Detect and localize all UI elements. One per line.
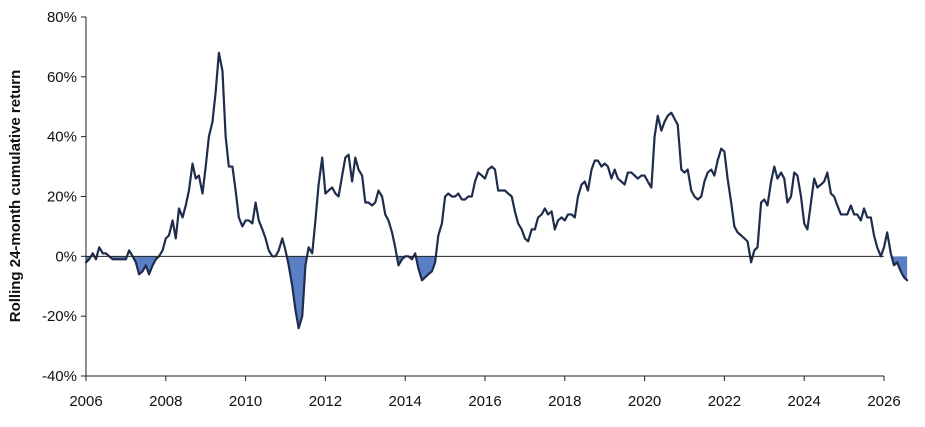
negative-return-areas <box>86 256 908 329</box>
y-axis-label: Rolling 24-month cumulative return <box>7 70 24 323</box>
x-tick-label: 2016 <box>468 393 501 410</box>
x-tick-label: 2006 <box>69 393 102 410</box>
x-tick-label: 2022 <box>708 393 741 410</box>
x-tick-label: 2018 <box>548 393 581 410</box>
x-tick-label: 2026 <box>867 393 900 410</box>
y-axis-ticks: -40% -20% 0% 20% 40% 60% 80% <box>42 9 86 385</box>
x-tick-label: 2020 <box>628 393 661 410</box>
y-tick-label: 20% <box>47 189 77 206</box>
x-tick-label: 2008 <box>149 393 182 410</box>
x-tick-label: 2024 <box>788 393 821 410</box>
x-tick-label: 2010 <box>229 393 262 410</box>
y-tick-label: -40% <box>42 368 77 385</box>
x-axis-ticks: 2006 2008 2010 2012 2014 2016 2018 2020 2022 2024… <box>69 376 901 410</box>
y-tick-label: 60% <box>47 69 77 86</box>
y-tick-label: 80% <box>47 9 77 26</box>
cumulative-return-line <box>84 51 909 330</box>
x-tick-label: 2014 <box>389 393 422 410</box>
y-tick-label: -20% <box>42 308 77 325</box>
y-tick-label: 40% <box>47 129 77 146</box>
x-tick-label: 2012 <box>309 393 342 410</box>
y-tick-label: 0% <box>55 248 77 265</box>
